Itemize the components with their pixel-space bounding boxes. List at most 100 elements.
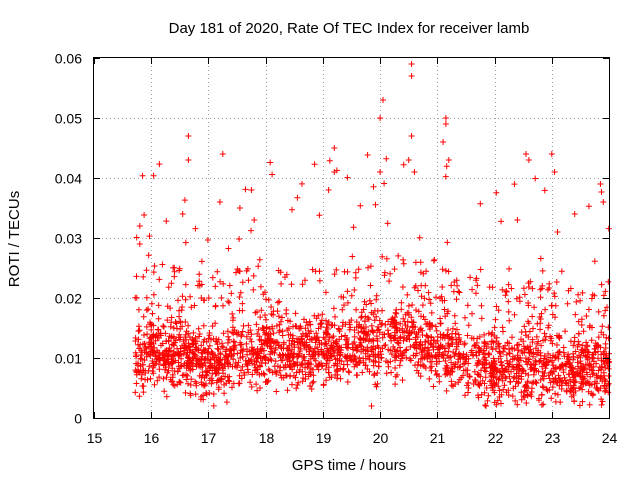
data-point <box>256 333 263 340</box>
data-point <box>279 328 286 335</box>
data-point <box>560 344 567 351</box>
data-point <box>511 181 518 188</box>
data-point <box>548 368 555 375</box>
data-point <box>132 389 139 396</box>
data-point <box>431 256 438 263</box>
data-point <box>145 306 152 313</box>
data-point <box>270 330 277 337</box>
data-point <box>523 151 529 157</box>
data-point <box>506 373 513 380</box>
x-tick-labels: 15 16 17 18 19 20 21 22 23 24 <box>87 430 618 446</box>
data-point <box>542 336 549 343</box>
data-point <box>444 332 451 339</box>
data-point <box>223 380 230 387</box>
data-point <box>417 342 424 349</box>
data-point <box>189 348 196 355</box>
data-point <box>292 323 299 329</box>
data-point <box>192 225 199 232</box>
data-point <box>281 364 287 371</box>
data-point <box>330 333 337 340</box>
data-point <box>234 364 240 371</box>
data-point <box>413 367 420 374</box>
data-point <box>216 362 222 368</box>
data-point <box>404 323 411 330</box>
data-point <box>527 343 533 350</box>
data-point <box>498 218 505 225</box>
data-point <box>338 333 345 340</box>
data-point <box>491 399 498 406</box>
data-point <box>488 374 495 380</box>
data-point <box>424 333 431 340</box>
data-point <box>192 378 199 385</box>
data-point <box>361 329 368 336</box>
data-point <box>482 350 488 357</box>
data-point <box>399 284 406 290</box>
data-point <box>427 326 433 333</box>
data-point <box>276 342 282 349</box>
data-point <box>172 319 179 325</box>
data-point <box>289 206 295 213</box>
data-point <box>548 395 555 402</box>
data-point <box>341 302 347 309</box>
data-point <box>575 318 582 325</box>
data-point <box>322 336 328 343</box>
data-point <box>190 341 197 348</box>
data-point <box>571 211 578 217</box>
data-point <box>135 306 142 313</box>
data-point <box>362 362 369 369</box>
data-point <box>290 360 297 367</box>
data-point <box>263 330 270 337</box>
data-point <box>605 278 612 285</box>
data-point <box>488 331 495 338</box>
data-point <box>508 285 515 292</box>
data-point <box>377 169 384 175</box>
data-point <box>381 342 388 349</box>
data-point <box>170 333 177 340</box>
data-point <box>383 370 390 377</box>
data-point <box>457 363 464 370</box>
data-point <box>570 350 577 357</box>
data-point <box>151 362 157 369</box>
x-tick-label: 16 <box>144 430 160 446</box>
data-point <box>605 381 612 388</box>
data-point <box>349 253 356 260</box>
data-point <box>331 169 338 175</box>
data-point <box>201 374 208 381</box>
data-point <box>508 368 514 375</box>
data-point <box>159 351 166 358</box>
data-point <box>554 391 561 398</box>
data-point <box>333 340 340 347</box>
data-point <box>133 234 140 241</box>
data-point <box>595 387 602 394</box>
data-point <box>365 314 371 321</box>
data-point <box>512 383 519 390</box>
data-point <box>185 322 192 329</box>
data-point <box>201 348 208 355</box>
data-point <box>421 295 428 302</box>
data-point <box>592 340 599 347</box>
data-point <box>358 314 364 321</box>
data-point <box>156 374 163 381</box>
data-point <box>362 355 369 362</box>
data-point <box>445 340 452 347</box>
data-point <box>145 252 152 259</box>
data-point <box>395 340 402 347</box>
data-point <box>408 73 415 79</box>
data-point <box>186 334 193 341</box>
data-point <box>525 358 532 365</box>
data-point <box>310 348 317 355</box>
data-point <box>358 309 365 316</box>
data-point <box>316 277 323 284</box>
data-point <box>552 398 559 405</box>
data-point <box>465 322 472 329</box>
data-point <box>426 347 433 354</box>
data-point <box>196 360 203 367</box>
data-point <box>496 393 503 400</box>
data-point <box>249 351 256 358</box>
data-point <box>467 274 474 281</box>
data-point <box>428 309 435 316</box>
data-point <box>204 237 211 243</box>
data-point <box>136 241 143 247</box>
data-point <box>430 383 437 390</box>
data-point <box>482 340 489 347</box>
